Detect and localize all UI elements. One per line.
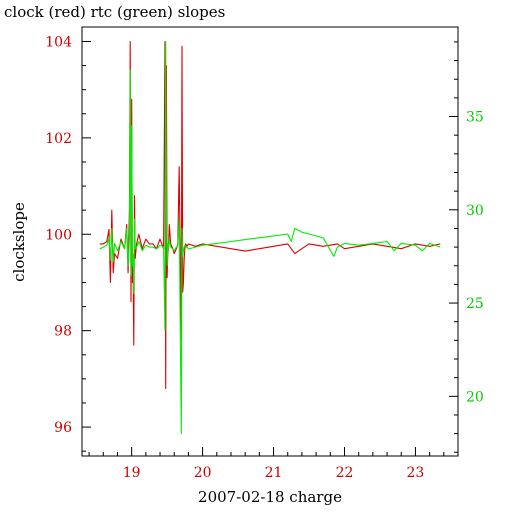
left-tick-label: 98 bbox=[54, 324, 72, 340]
plot-frame bbox=[81, 26, 459, 457]
series-layer bbox=[99, 40, 441, 435]
x-tick-label: 20 bbox=[194, 465, 212, 481]
right-tick-label: 20 bbox=[466, 389, 484, 405]
right-tick-label: 25 bbox=[466, 296, 484, 312]
rtc-series-line bbox=[99, 41, 441, 435]
y-axis-label: clockslope bbox=[10, 202, 28, 282]
chart-title: clock (red) rtc (green) slopes bbox=[4, 3, 225, 21]
x-tick-label: 19 bbox=[123, 465, 141, 481]
left-tick-label: 102 bbox=[45, 131, 72, 147]
x-tick-label: 22 bbox=[336, 465, 354, 481]
left-tick-label: 100 bbox=[45, 227, 72, 243]
x-tick-label: 21 bbox=[265, 465, 283, 481]
right-tick-label: 35 bbox=[466, 110, 484, 126]
clock-series-line bbox=[99, 40, 441, 390]
x-tick-label: 23 bbox=[407, 465, 425, 481]
x-axis-label: 2007-02-18 charge bbox=[198, 488, 342, 506]
axis-ticks: 96 98 100 102 104 20 25 30 35 19 20 21 22 23 bbox=[45, 34, 484, 481]
right-tick-label: 30 bbox=[466, 203, 484, 219]
left-tick-label: 96 bbox=[54, 420, 72, 436]
left-tick-label: 104 bbox=[45, 34, 72, 50]
